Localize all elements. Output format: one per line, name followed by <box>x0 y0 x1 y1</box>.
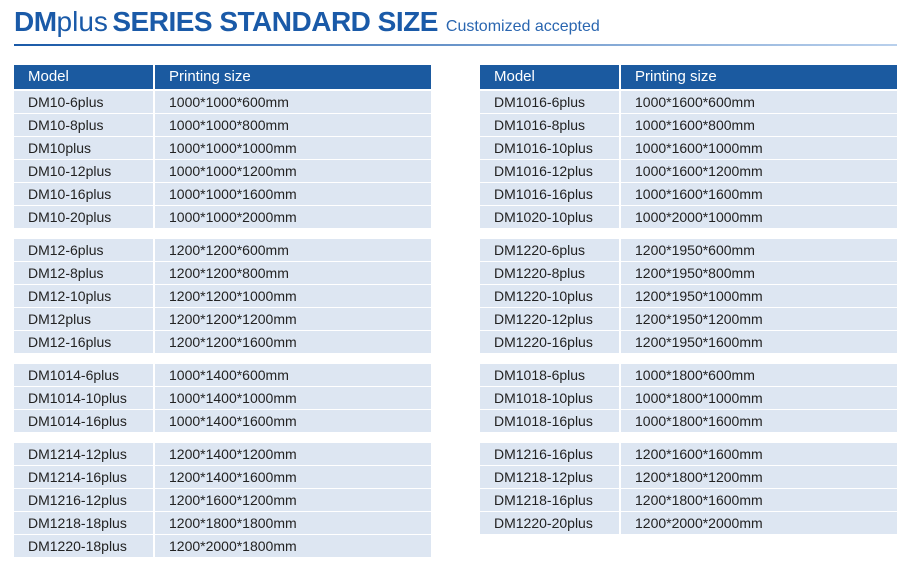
model-cell: DM1016-8plus <box>480 114 619 136</box>
size-cell: 1200*1200*1000mm <box>155 285 431 307</box>
size-cell: 1000*1400*600mm <box>155 364 431 386</box>
model-cell: DM1220-8plus <box>480 262 619 284</box>
size-cell: 1000*2000*1000mm <box>621 206 897 228</box>
size-cell: 1200*1400*1200mm <box>155 443 431 465</box>
model-cell: DM1018-6plus <box>480 364 619 386</box>
model-cell: DM1218-12plus <box>480 466 619 488</box>
model-cell: DM1214-16plus <box>14 466 153 488</box>
title-rule <box>14 44 897 46</box>
model-cell: DM1216-12plus <box>14 489 153 511</box>
model-cell: DM10plus <box>14 137 153 159</box>
title-light: plus <box>56 6 108 37</box>
model-cell: DM1220-20plus <box>480 512 619 534</box>
size-cell: 1200*1800*1200mm <box>621 466 897 488</box>
size-cell: 1000*1000*1200mm <box>155 160 431 182</box>
model-cell: DM12-8plus <box>14 262 153 284</box>
size-cell: 1200*1200*1200mm <box>155 308 431 330</box>
model-cell: DM10-16plus <box>14 183 153 205</box>
model-cell: DM12-6plus <box>14 239 153 261</box>
header-cell: Printing size <box>621 65 897 89</box>
size-cell: 1000*1000*2000mm <box>155 206 431 228</box>
size-cell: 1200*1950*1000mm <box>621 285 897 307</box>
model-cell: DM1220-16plus <box>480 331 619 353</box>
model-cell: DM1014-6plus <box>14 364 153 386</box>
size-cell: 1200*1800*1600mm <box>621 489 897 511</box>
model-cell: DM1220-10plus <box>480 285 619 307</box>
model-cell: DM10-6plus <box>14 91 153 113</box>
size-cell: 1000*1800*600mm <box>621 364 897 386</box>
size-cell: 1000*1000*1000mm <box>155 137 431 159</box>
model-cell: DM1016-16plus <box>480 183 619 205</box>
model-cell: DM10-20plus <box>14 206 153 228</box>
size-cell: 1000*1600*800mm <box>621 114 897 136</box>
model-cell: DM1016-6plus <box>480 91 619 113</box>
model-cell: DM1220-6plus <box>480 239 619 261</box>
size-cell: 1200*1200*800mm <box>155 262 431 284</box>
model-cell: DM1014-10plus <box>14 387 153 409</box>
model-cell: DM1220-12plus <box>480 308 619 330</box>
model-cell: DM12-10plus <box>14 285 153 307</box>
size-cell: 1200*1200*1600mm <box>155 331 431 353</box>
model-cell: DM1220-18plus <box>14 535 153 557</box>
subtitle: Customized accepted <box>445 18 600 35</box>
model-cell: DM10-12plus <box>14 160 153 182</box>
title-bold: DM <box>14 6 57 37</box>
size-cell: 1000*1000*600mm <box>155 91 431 113</box>
size-cell: 1200*2000*1800mm <box>155 535 431 557</box>
model-cell: DM1018-10plus <box>480 387 619 409</box>
size-cell: 1000*1600*1000mm <box>621 137 897 159</box>
size-cell: 1000*1800*1600mm <box>621 410 897 432</box>
size-cell: 1200*1950*800mm <box>621 262 897 284</box>
size-cell: 1000*1400*1000mm <box>155 387 431 409</box>
header-cell: Model <box>480 65 619 89</box>
size-cell: 1200*2000*2000mm <box>621 512 897 534</box>
size-cell: 1000*1400*1600mm <box>155 410 431 432</box>
model-cell: DM1014-16plus <box>14 410 153 432</box>
model-cell: DM12plus <box>14 308 153 330</box>
size-cell: 1200*1950*1200mm <box>621 308 897 330</box>
size-cell: 1000*1800*1000mm <box>621 387 897 409</box>
size-cell: 1000*1600*1600mm <box>621 183 897 205</box>
model-cell: DM1218-18plus <box>14 512 153 534</box>
model-cell: DM1016-10plus <box>480 137 619 159</box>
model-cell: DM1216-16plus <box>480 443 619 465</box>
model-cell: DM1020-10plus <box>480 206 619 228</box>
size-cell: 1200*1600*1200mm <box>155 489 431 511</box>
size-cell: 1000*1000*1600mm <box>155 183 431 205</box>
model-cell: DM1018-16plus <box>480 410 619 432</box>
model-cell: DM1016-12plus <box>480 160 619 182</box>
title-rest: SERIES STANDARD SIZE <box>112 6 438 37</box>
size-cell: 1200*1200*600mm <box>155 239 431 261</box>
size-cell: 1000*1600*600mm <box>621 91 897 113</box>
title: DMplus SERIES STANDARD SIZE Customized ac… <box>14 6 600 38</box>
size-cell: 1200*1400*1600mm <box>155 466 431 488</box>
model-cell: DM10-8plus <box>14 114 153 136</box>
size-cell: 1200*1600*1600mm <box>621 443 897 465</box>
size-cell: 1200*1950*600mm <box>621 239 897 261</box>
model-cell: DM1218-16plus <box>480 489 619 511</box>
size-cell: 1200*1800*1800mm <box>155 512 431 534</box>
model-cell: DM12-16plus <box>14 331 153 353</box>
model-cell: DM1214-12plus <box>14 443 153 465</box>
size-cell: 1000*1600*1200mm <box>621 160 897 182</box>
size-cell: 1200*1950*1600mm <box>621 331 897 353</box>
header-cell: Model <box>14 65 153 89</box>
size-cell: 1000*1000*800mm <box>155 114 431 136</box>
header-cell: Printing size <box>155 65 431 89</box>
